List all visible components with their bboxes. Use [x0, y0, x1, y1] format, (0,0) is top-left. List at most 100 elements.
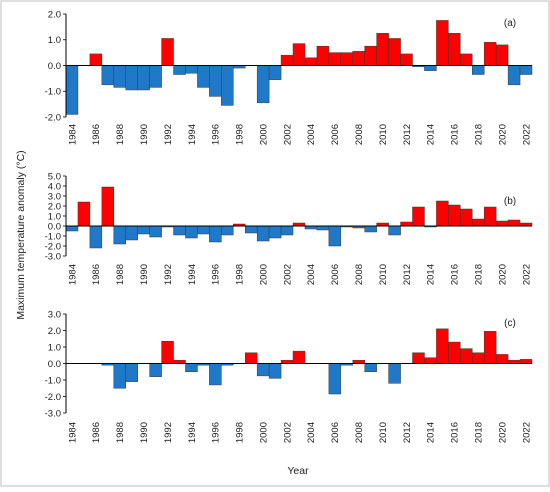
- bar-2022: [519, 359, 533, 364]
- bar-1997: [221, 65, 234, 106]
- panel-a: 2.0 1.0 0.0 -1.0 -2.0 1984 1986 1988 1990 1992 199…: [45, 9, 533, 145]
- y-tick-label: -1.0: [45, 375, 61, 386]
- bar-1989: [125, 65, 138, 91]
- x-tick-label: 2016: [450, 422, 461, 443]
- bar-2015: [436, 328, 449, 364]
- bar-2000: [256, 225, 270, 242]
- bar-1999: [244, 352, 258, 364]
- bar-2003: [292, 350, 306, 364]
- bar-1984: [65, 225, 79, 232]
- bar-2020: [495, 354, 509, 364]
- bar-2013: [412, 206, 425, 227]
- bar-2020: [495, 44, 509, 66]
- x-axis-title: Year: [287, 465, 309, 477]
- x-tick-label: 2020: [497, 422, 508, 443]
- x-tick-label: 2022: [521, 264, 532, 285]
- x-tick-label: 2000: [258, 422, 269, 443]
- panel-label: (a): [504, 18, 516, 29]
- bar-2002: [280, 54, 294, 66]
- bar-2006: [328, 52, 342, 66]
- x-tick-label: 1996: [211, 264, 222, 285]
- x-tick-label: 1992: [163, 422, 174, 443]
- x-tick-label: 2020: [497, 124, 508, 145]
- bar-2013: [412, 352, 425, 364]
- x-tick-label: 1986: [91, 124, 102, 145]
- y-tick-label: 3.0: [48, 309, 61, 320]
- y-axis-title: Maximum temperature anomaly (°C): [15, 150, 27, 319]
- bar-2015: [436, 20, 449, 66]
- x-tick-label: 1994: [187, 264, 198, 285]
- bar-2016: [448, 33, 461, 66]
- y-tick-label: 0.0: [48, 61, 61, 72]
- bar-1989: [125, 363, 138, 382]
- y-tick-label: -3.0: [45, 408, 61, 419]
- bar-2005: [316, 45, 330, 66]
- x-tick-label: 2006: [330, 124, 341, 145]
- bar-2006: [328, 225, 342, 247]
- y-tick-label: -1.0: [45, 231, 61, 242]
- y-tick-label: 5.0: [48, 171, 61, 182]
- bar-2011: [388, 363, 401, 384]
- x-tick-label: 1990: [139, 264, 150, 285]
- bar-2014: [424, 65, 437, 71]
- x-tick-label: 2020: [497, 264, 508, 285]
- bar-2017: [460, 208, 473, 227]
- x-tick-label: 2004: [306, 264, 317, 285]
- x-tick-label: 1994: [187, 124, 198, 145]
- x-tick-label: 1998: [235, 124, 246, 145]
- bar-2006: [328, 363, 342, 395]
- bar-2012: [400, 53, 413, 66]
- bar-1987: [101, 186, 115, 227]
- bar-1995: [197, 225, 210, 235]
- x-tick-label: 2010: [378, 422, 389, 443]
- x-tick-label: 2002: [282, 124, 293, 145]
- bar-1993: [173, 65, 186, 75]
- bar-2019: [483, 331, 497, 364]
- bar-2018: [472, 218, 485, 227]
- x-tick-label: 2018: [474, 422, 485, 443]
- y-tick-label: 4.0: [48, 181, 61, 192]
- bar-2021: [507, 219, 521, 227]
- bar-2014: [424, 357, 437, 364]
- bar-2002: [280, 225, 294, 236]
- bar-1993: [173, 225, 186, 236]
- bar-1992: [161, 38, 174, 66]
- bar-2007: [340, 52, 354, 66]
- bar-1996: [209, 225, 222, 243]
- x-tick-label: 1990: [139, 422, 150, 443]
- x-tick-label: 2004: [306, 422, 317, 443]
- x-tick-label: 2008: [354, 264, 365, 285]
- x-tick-label: 1998: [235, 264, 246, 285]
- x-tick-label: 1996: [211, 124, 222, 145]
- x-tick-label: 1988: [115, 124, 126, 145]
- x-tick-label: 1998: [235, 422, 246, 443]
- x-tick-label: 2014: [426, 264, 437, 285]
- y-tick-label: 1.0: [48, 35, 61, 46]
- bar-1987: [101, 65, 115, 86]
- bar-1989: [125, 225, 138, 241]
- x-tick-label: 1992: [163, 264, 174, 285]
- bar-1995: [197, 65, 210, 88]
- bar-2016: [448, 204, 461, 227]
- bar-1986: [89, 225, 103, 249]
- y-tick-label: -2.0: [45, 112, 61, 123]
- bar-1994: [185, 363, 198, 372]
- bar-2001: [268, 65, 282, 80]
- bar-1996: [209, 363, 222, 386]
- bar-1988: [113, 225, 126, 245]
- y-tick-label: -1.0: [45, 87, 61, 98]
- x-tick-label: 2012: [402, 264, 413, 285]
- x-tick-label: 1992: [163, 124, 174, 145]
- x-tick-label: 2012: [402, 124, 413, 145]
- bar-2012: [400, 221, 413, 227]
- bar-1984: [65, 65, 79, 115]
- x-tick-label: 2014: [426, 422, 437, 443]
- x-tick-label: 2014: [426, 124, 437, 145]
- bar-1992: [161, 340, 174, 364]
- x-tick-label: 1994: [187, 422, 198, 443]
- bar-2001: [268, 225, 282, 239]
- bar-1997: [221, 225, 234, 236]
- y-tick-label: 2.0: [48, 201, 61, 212]
- bar-1990: [137, 225, 150, 235]
